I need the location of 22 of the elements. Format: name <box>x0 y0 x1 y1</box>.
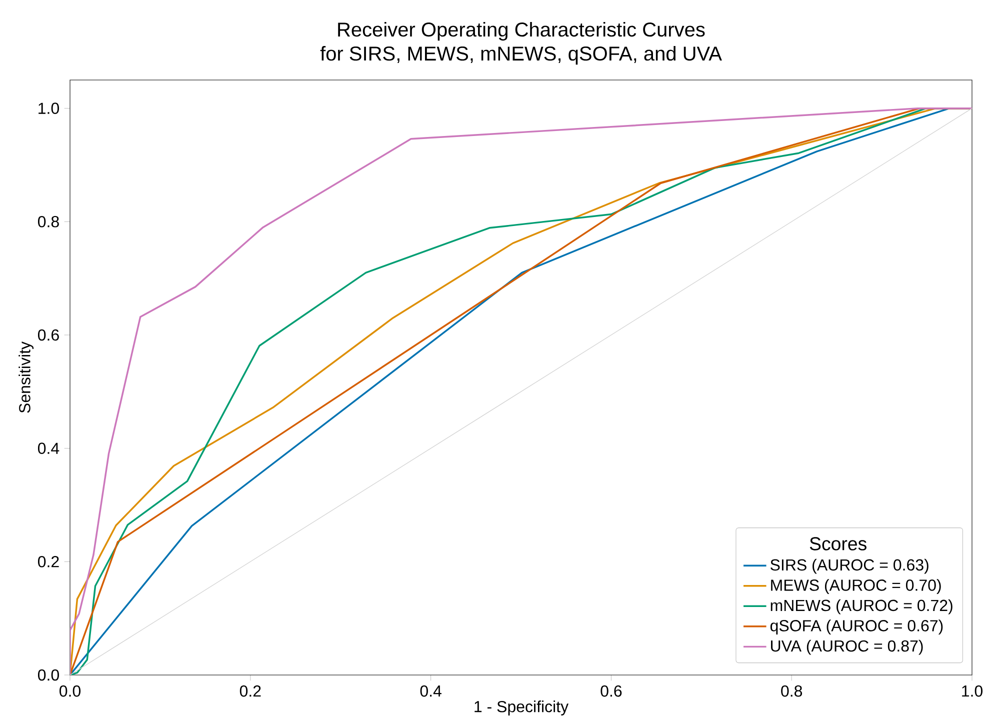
legend-label: mNEWS (AUROC = 0.72) <box>770 599 952 614</box>
x-axis-title: 1 - Specificity <box>474 700 569 716</box>
x-tick-label: 0.2 <box>240 685 261 697</box>
x-tick-label: 1.0 <box>962 685 983 697</box>
legend-title: Scores <box>810 537 866 550</box>
x-tick-label: 0.8 <box>781 685 802 697</box>
y-tick-label: 1.0 <box>38 102 59 114</box>
legend-label: qSOFA (AUROC = 0.67) <box>770 620 943 635</box>
legend-label: UVA (AUROC = 0.87) <box>771 640 923 655</box>
y-tick-label: 0.2 <box>38 556 59 568</box>
chart-subtitle: for SIRS, MEWS, mNEWS, qSOFA, and UVA <box>320 46 722 65</box>
x-tick-label: 0.4 <box>420 685 442 697</box>
legend-label: SIRS (AUROC = 0.63) <box>770 558 928 574</box>
x-tick-label: 0.6 <box>600 685 622 697</box>
x-tick-label: 0.0 <box>60 685 81 697</box>
y-axis-title: Sensitivity <box>18 342 34 413</box>
y-tick-label: 0.4 <box>38 442 60 454</box>
chart-title: Receiver Operating Characteristic Curves <box>338 22 705 41</box>
y-tick-label: 0.0 <box>38 669 59 681</box>
y-tick-label: 0.6 <box>38 329 59 341</box>
legend-label: MEWS (AUROC = 0.70) <box>771 579 941 594</box>
y-tick-label: 0.8 <box>38 216 59 228</box>
